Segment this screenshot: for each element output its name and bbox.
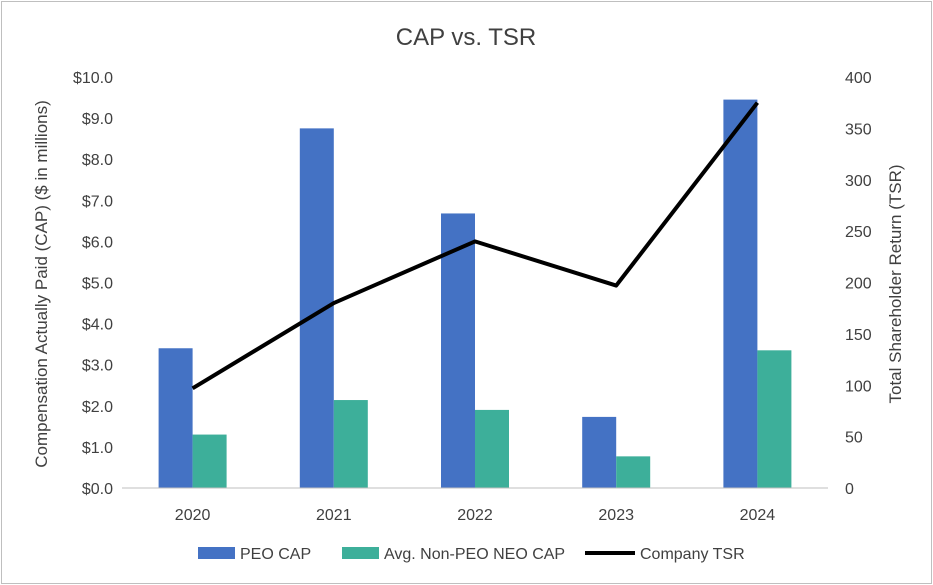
bar-peo-cap [158,348,193,488]
left-tick-label: $2.0 [82,399,113,416]
left-tick-label: $8.0 [82,152,113,169]
left-tick-label: $6.0 [82,234,113,251]
left-tick-label: $3.0 [82,358,113,375]
bar-peo-cap [582,416,617,488]
right-tick-label: 0 [845,481,854,498]
bar-non-peo-neo-cap [616,456,651,488]
bar-non-peo-neo-cap [475,409,509,488]
x-tick-label: 2020 [175,507,211,524]
x-tick-label: 2024 [740,507,776,524]
right-tick-label: 100 [845,378,872,395]
legend-swatch [198,547,235,559]
right-tick-label: 250 [845,224,872,241]
bar-series [158,99,792,488]
right-tick-label: 50 [845,430,863,447]
bar-non-peo-neo-cap [757,350,792,488]
left-tick-label: $10.0 [73,70,113,87]
legend-item: Avg. Non-PEO NEO CAP [342,546,565,563]
legend-label: PEO CAP [240,546,311,563]
right-axis-ticks: 0 50 100 150 200 250 300 350 400 [845,70,872,498]
x-tick-label: 2021 [316,507,352,524]
legend-item: PEO CAP [198,546,311,563]
bar-peo-cap [441,213,475,488]
right-axis-label: Total Shareholder Return (TSR) [886,164,905,403]
right-tick-label: 200 [845,276,872,293]
bar-non-peo-neo-cap [333,400,368,488]
legend-label: Company TSR [640,546,745,563]
chart-title: CAP vs. TSR [396,24,536,51]
bar-peo-cap [723,99,758,488]
left-tick-label: $1.0 [82,440,113,457]
legend-label: Avg. Non-PEO NEO CAP [384,546,565,563]
x-tick-label: 2023 [598,507,634,524]
right-tick-label: 350 [845,121,872,138]
x-tick-label: 2022 [457,507,493,524]
left-tick-label: $7.0 [82,193,113,210]
line-series [191,101,759,391]
left-tick-label: $5.0 [82,276,113,293]
bar-non-peo-neo-cap [192,434,227,488]
x-axis-ticks: 2020 2021 2022 2023 2024 [175,507,775,524]
left-tick-label: $4.0 [82,317,113,334]
tsr-line [191,101,759,391]
left-tick-label: $0.0 [82,481,113,498]
legend-item: Company TSR [585,546,745,563]
right-tick-label: 400 [845,70,872,87]
left-axis-label: Compensation Actually Paid (CAP) ($ in m… [32,100,51,468]
legend-swatch [342,547,379,559]
legend: PEO CAP Avg. Non-PEO NEO CAP Company TSR [198,546,745,563]
left-axis-ticks: $0.0 $1.0 $2.0 $3.0 $4.0 $5.0 $6.0 $7.0 $8.0 $9.0… [73,70,113,498]
right-tick-label: 150 [845,327,872,344]
left-tick-label: $9.0 [82,111,113,128]
right-tick-label: 300 [845,173,872,190]
